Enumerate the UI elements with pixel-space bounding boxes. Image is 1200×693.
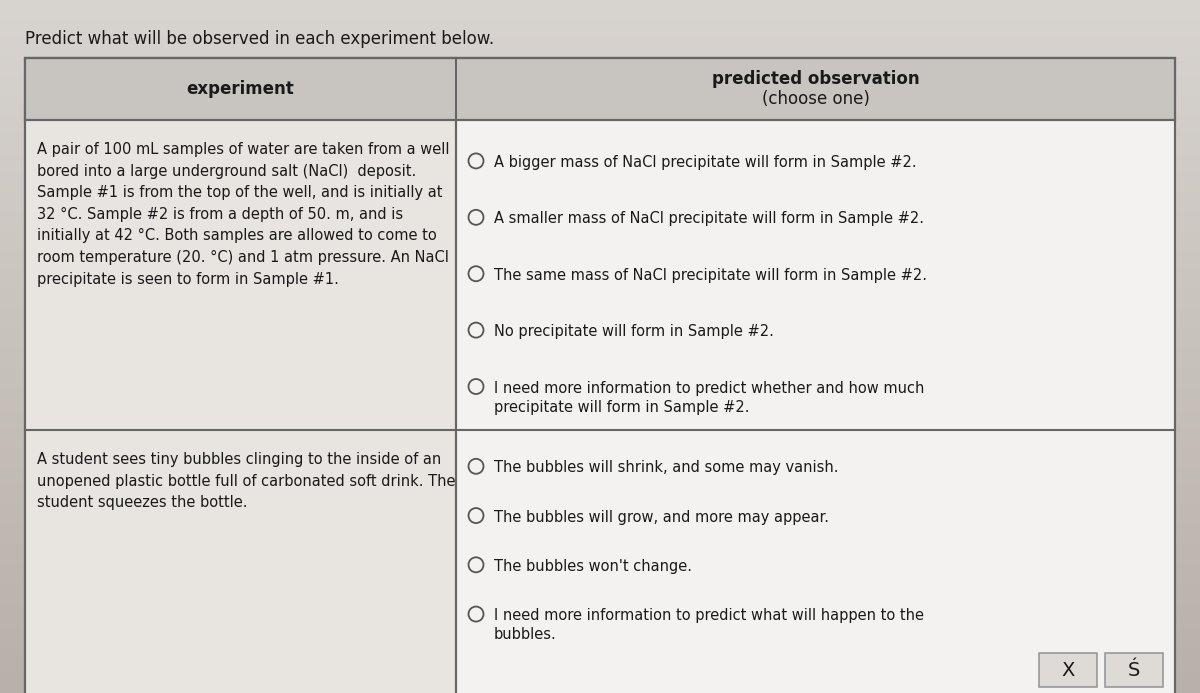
Text: experiment: experiment [187,80,294,98]
Text: I need more information to predict what will happen to the
bubbles.: I need more information to predict what … [494,608,924,642]
Text: No precipitate will form in Sample #2.: No precipitate will form in Sample #2. [494,324,774,339]
Text: I need more information to predict whether and how much
precipitate will form in: I need more information to predict wheth… [494,380,924,414]
Text: A smaller mass of NaCl precipitate will form in Sample #2.: A smaller mass of NaCl precipitate will … [494,211,924,227]
Text: A bigger mass of NaCl precipitate will form in Sample #2.: A bigger mass of NaCl precipitate will f… [494,155,917,170]
Text: Ś: Ś [1128,660,1140,680]
Text: A pair of 100 mL samples of water are taken from a well
bored into a large under: A pair of 100 mL samples of water are ta… [37,142,450,287]
Text: (choose one): (choose one) [762,90,870,108]
Text: The bubbles will shrink, and some may vanish.: The bubbles will shrink, and some may va… [494,460,839,475]
Bar [1105,653,1163,687]
Bar [25,58,1175,120]
Text: The same mass of NaCl precipitate will form in Sample #2.: The same mass of NaCl precipitate will f… [494,267,928,283]
Text: A student sees tiny bubbles clinging to the inside of an
unopened plastic bottle: A student sees tiny bubbles clinging to … [37,452,456,510]
Bar [1039,653,1097,687]
Text: The bubbles will grow, and more may appear.: The bubbles will grow, and more may appe… [494,509,829,525]
Text: predicted observation: predicted observation [712,70,919,88]
Text: Predict what will be observed in each experiment below.: Predict what will be observed in each ex… [25,30,494,48]
Bar [25,58,456,693]
Text: The bubbles won't change.: The bubbles won't change. [494,559,692,574]
Text: X: X [1061,660,1075,680]
